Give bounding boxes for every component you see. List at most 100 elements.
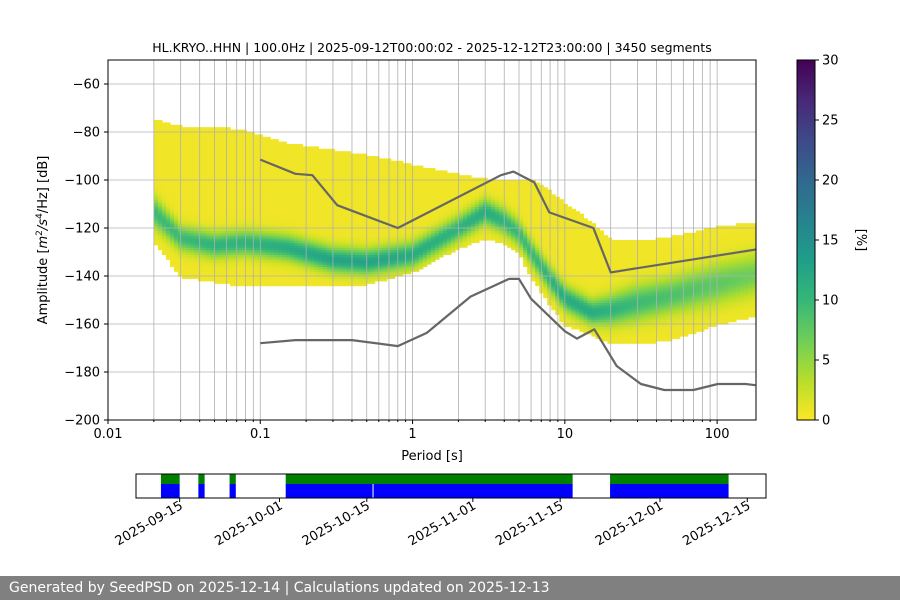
heatmap-cell — [418, 218, 424, 222]
heatmap-cell — [410, 268, 416, 272]
heatmap-cell — [354, 249, 360, 253]
heatmap-cell — [366, 220, 372, 224]
heatmap-cell — [222, 151, 227, 155]
heatmap-cell — [153, 206, 159, 210]
heatmap-cell — [314, 201, 320, 205]
heatmap-cell — [189, 247, 195, 251]
heatmap-cell — [230, 180, 235, 183]
heatmap-cell — [511, 242, 516, 246]
heatmap-cell — [430, 254, 436, 258]
heatmap-cell — [470, 232, 476, 236]
heatmap-cell — [218, 196, 223, 200]
heatmap-cell — [242, 271, 247, 275]
heatmap-cell — [334, 232, 340, 236]
heatmap-cell — [551, 271, 556, 275]
heatmap-cell — [222, 139, 227, 143]
heatmap-cell — [342, 189, 348, 193]
heatmap-cell — [410, 201, 416, 205]
heatmap-cell — [222, 134, 227, 138]
heatmap-cell — [491, 208, 496, 212]
heatmap-cell — [519, 187, 524, 191]
heatmap-cell — [458, 223, 464, 227]
heatmap-cell — [535, 259, 540, 263]
heatmap-cell — [366, 189, 372, 193]
heatmap-cell — [310, 168, 316, 171]
heatmap-cell — [543, 285, 548, 289]
heatmap-cell — [410, 230, 416, 234]
heatmap-cell — [286, 271, 291, 275]
heatmap-cell — [527, 266, 532, 270]
heatmap-cell — [527, 228, 532, 231]
heatmap-cell — [222, 242, 227, 246]
heatmap-cell — [177, 184, 183, 188]
heatmap-cell — [342, 249, 348, 253]
heatmap-cell — [286, 156, 291, 159]
heatmap-cell — [499, 237, 504, 241]
heatmap-cell — [314, 256, 320, 260]
heatmap-cell — [462, 187, 468, 191]
heatmap-cell — [326, 232, 332, 236]
heatmap-cell — [470, 180, 476, 183]
heatmap-cell — [402, 206, 408, 210]
heatmap-cell — [535, 266, 540, 270]
heatmap-cell — [318, 213, 324, 217]
heatmap-cell — [551, 304, 556, 308]
heatmap-cell — [543, 196, 548, 200]
heatmap-cell — [157, 211, 163, 215]
heatmap-cell — [402, 170, 408, 174]
heatmap-cell — [474, 232, 480, 236]
heatmap-cell — [454, 182, 460, 186]
heatmap-cell — [274, 141, 279, 145]
heatmap-cell — [547, 232, 552, 236]
heatmap-cell — [426, 223, 432, 227]
heatmap-cell — [350, 240, 356, 243]
heatmap-cell — [161, 247, 167, 251]
heatmap-cell — [169, 213, 175, 217]
heatmap-cell — [430, 235, 436, 239]
heatmap-cell — [246, 213, 251, 217]
heatmap-cell — [531, 276, 536, 279]
heatmap-cell — [282, 235, 287, 239]
heatmap-cell — [286, 235, 291, 239]
heatmap-cell — [298, 180, 303, 183]
heatmap-cell — [286, 165, 291, 169]
heatmap-cell — [214, 158, 219, 162]
heatmap-cell — [322, 182, 328, 186]
heatmap-cell — [286, 244, 291, 248]
heatmap-cell — [282, 261, 287, 265]
heatmap-cell — [346, 242, 352, 246]
heatmap-cell — [394, 165, 400, 169]
heatmap-cell — [378, 189, 384, 193]
heatmap-cell — [202, 237, 207, 241]
heatmap-cell — [334, 158, 340, 162]
heatmap-cell — [298, 206, 303, 210]
heatmap-cell — [254, 194, 259, 198]
heatmap-cell — [290, 153, 295, 157]
heatmap-cell — [418, 247, 424, 251]
heatmap-cell — [157, 158, 163, 162]
heatmap-cell — [314, 206, 320, 210]
heatmap-cell — [410, 242, 416, 246]
heatmap-cell — [210, 127, 215, 131]
heatmap-cell — [193, 206, 199, 210]
heatmap-cell — [282, 187, 287, 191]
heatmap-cell — [230, 259, 235, 263]
heatmap-cell — [181, 204, 187, 207]
heatmap-cell — [470, 182, 476, 186]
heatmap-cell — [499, 225, 504, 229]
heatmap-cell — [531, 184, 536, 188]
heatmap-cell — [382, 261, 388, 265]
heatmap-cell — [382, 264, 388, 267]
heatmap-cell — [338, 259, 344, 263]
heatmap-cell — [298, 204, 303, 207]
heatmap-cell — [322, 180, 328, 183]
heatmap-cell — [222, 266, 227, 270]
heatmap-cell — [398, 213, 404, 217]
heatmap-cell — [298, 242, 303, 246]
heatmap-cell — [318, 192, 324, 195]
heatmap-cell — [210, 165, 215, 169]
heatmap-cell — [410, 204, 416, 207]
heatmap-cell — [198, 223, 203, 227]
heatmap-cell — [226, 204, 231, 207]
heatmap-cell — [214, 242, 219, 246]
